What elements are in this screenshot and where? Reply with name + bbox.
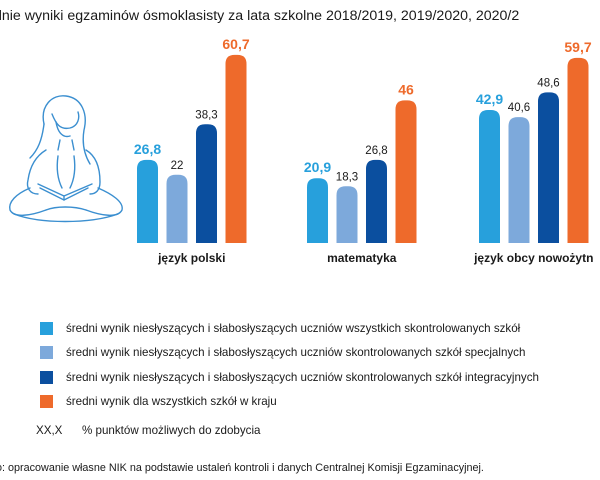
bar [196, 124, 217, 243]
data-label: 22 [171, 160, 184, 172]
legend-label: średni wynik niesłyszących i słabosłyszą… [66, 321, 521, 335]
legend: średni wynik niesłyszących i słabosłyszą… [40, 316, 539, 414]
data-label: 40,6 [508, 102, 530, 114]
legend-swatch [40, 346, 53, 360]
legend-item: średni wynik niesłyszących i słabosłyszą… [40, 341, 539, 366]
bar [166, 174, 188, 243]
bar [225, 54, 247, 243]
units-note: XX,X % punktów możliwych do zdobycia [36, 424, 261, 437]
data-label: 18,3 [336, 171, 358, 183]
legend-label: średni wynik niesłyszących i słabosłyszą… [66, 370, 539, 384]
data-label: 26,8 [365, 145, 387, 157]
bar [508, 117, 530, 243]
category-label: język obcy nowożytn [473, 251, 593, 265]
bar [366, 159, 387, 243]
data-label: 42,9 [476, 91, 503, 107]
data-label: 60,7 [222, 36, 249, 52]
bar [538, 92, 559, 243]
bar [567, 57, 589, 244]
bar [479, 110, 500, 243]
legend-swatch [40, 370, 53, 384]
reading-girl-illustration [9, 95, 123, 223]
units-note-text: % punktów możliwych do zdobycia [82, 424, 261, 437]
legend-item: średni wynik niesłyszących i słabosłyszą… [40, 365, 539, 390]
legend-item: średni wynik dla wszystkich szkół w kraj… [40, 390, 539, 415]
legend-label: średni wynik dla wszystkich szkół w kraj… [66, 395, 277, 409]
bar [395, 100, 417, 244]
data-label: 38,3 [195, 109, 217, 121]
source-note: o: opracowanie własne NIK na podstawie u… [0, 462, 484, 474]
data-label: 26,8 [134, 141, 161, 157]
legend-item: średni wynik niesłyszących i słabosłyszą… [40, 316, 539, 341]
data-label: 20,9 [304, 159, 331, 175]
legend-swatch [40, 395, 53, 409]
bar [336, 186, 358, 243]
category-label: język polski [157, 251, 225, 265]
bar-chart: 26,8 22 38,3 60,7 20,9 18,3 26,8 46 42,9 40,6 48,6… [134, 36, 594, 265]
units-note-code: XX,X [36, 424, 63, 437]
chart-title: dnie wyniki egzaminów ósmoklasisty za la… [0, 8, 520, 24]
legend-swatch [40, 321, 53, 335]
data-label: 46 [398, 81, 414, 97]
category-label: matematyka [327, 251, 397, 265]
bar [307, 178, 328, 243]
legend-label: średni wynik niesłyszących i słabosłyszą… [66, 346, 526, 360]
bar [137, 159, 158, 243]
data-label: 48,6 [537, 77, 559, 89]
data-label: 59,7 [564, 39, 591, 55]
